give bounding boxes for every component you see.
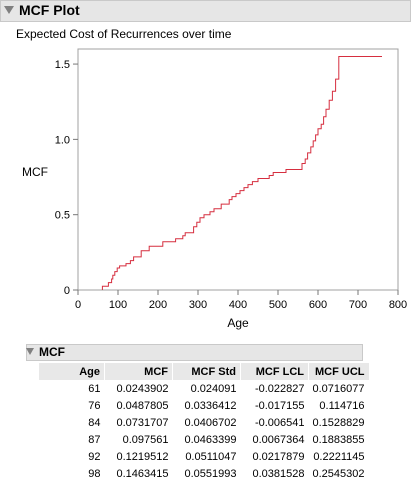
y-tick-label: 1.5 bbox=[55, 59, 70, 71]
table-cell: -0.006541 bbox=[254, 416, 305, 429]
table-cell: 0.0511047 bbox=[185, 450, 237, 463]
y-tick-label: 0 bbox=[64, 285, 70, 297]
disclosure-triangle-icon[interactable] bbox=[26, 348, 34, 355]
table-cell: 61 bbox=[88, 382, 101, 395]
table-cell: 0.114716 bbox=[319, 399, 365, 412]
table-cell: 0.0336412 bbox=[184, 399, 237, 412]
table-cell: 0.0731707 bbox=[116, 416, 169, 429]
x-tick-label: 400 bbox=[229, 299, 247, 311]
x-tick-label: 200 bbox=[149, 299, 167, 311]
table-cell: 92 bbox=[88, 450, 101, 463]
table-row: 98 0.1463415 0.0551993 0.0381528 0.25453… bbox=[39, 465, 369, 482]
table-cell: 0.0067364 bbox=[252, 433, 305, 446]
x-tick-label: 100 bbox=[109, 299, 127, 311]
table-row: 61 0.0243902 0.024091 -0.022827 0.071607… bbox=[39, 380, 369, 397]
y-tick-label: 0.5 bbox=[55, 210, 70, 222]
x-tick-label: 300 bbox=[189, 299, 207, 311]
mcf-table-outline-header[interactable] bbox=[26, 344, 363, 361]
table-row: 92 0.1219512 0.0511047 0.0217879 0.22211… bbox=[39, 448, 369, 465]
x-tick-label: 0 bbox=[75, 299, 81, 311]
column-header[interactable]: MCF bbox=[104, 363, 173, 380]
table-header-row: Age MCF MCF Std MCF LCL MCF UCL bbox=[38, 363, 369, 380]
column-header[interactable]: MCF Std bbox=[172, 363, 241, 380]
column-header[interactable]: Age bbox=[38, 363, 105, 380]
table-cell: 0.1219512 bbox=[116, 450, 169, 463]
plot-frame bbox=[77, 48, 399, 291]
table-cell: 76 bbox=[88, 399, 101, 412]
table-cell: 0.097561 bbox=[122, 433, 169, 446]
x-tick-label: 600 bbox=[309, 299, 327, 311]
mcf-table: Age MCF MCF Std MCF LCL MCF UCL 61 0.024… bbox=[38, 363, 369, 482]
table-cell: 0.0381528 bbox=[252, 467, 305, 480]
table-cell: 0.0406702 bbox=[184, 416, 237, 429]
disclosure-triangle-icon[interactable] bbox=[4, 6, 14, 14]
table-cell: 0.2221145 bbox=[313, 450, 365, 463]
chart-subtitle: Expected Cost of Recurrences over time bbox=[16, 27, 232, 41]
table-cell: 0.0716077 bbox=[312, 382, 365, 395]
table-cell: -0.017155 bbox=[254, 399, 305, 412]
table-cell: 0.0551993 bbox=[184, 467, 237, 480]
table-cell: 0.0463399 bbox=[184, 433, 237, 446]
table-cell: 0.1528829 bbox=[312, 416, 365, 429]
table-row: 84 0.0731707 0.0406702 -0.006541 0.15288… bbox=[39, 414, 369, 431]
y-axis-label: MCF bbox=[22, 165, 48, 179]
table-cell: 0.2545302 bbox=[312, 467, 365, 480]
table-cell: 98 bbox=[88, 467, 101, 480]
table-cell: 0.0217879 bbox=[252, 450, 305, 463]
column-header[interactable]: MCF UCL bbox=[308, 363, 369, 380]
x-tick-label: 700 bbox=[349, 299, 367, 311]
table-row: 76 0.0487805 0.0336412 -0.017155 0.11471… bbox=[39, 397, 369, 414]
table-cell: 0.0243902 bbox=[116, 382, 169, 395]
table-title: MCF bbox=[39, 345, 65, 359]
table-cell: -0.022827 bbox=[254, 382, 305, 395]
column-header[interactable]: MCF LCL bbox=[240, 363, 309, 380]
table-cell: 0.0487805 bbox=[116, 399, 169, 412]
table-row: 87 0.097561 0.0463399 0.0067364 0.188385… bbox=[39, 431, 369, 448]
table-cell: 87 bbox=[88, 433, 101, 446]
table-cell: 0.024091 bbox=[190, 382, 237, 395]
mcf-plot-outline-header[interactable] bbox=[0, 0, 411, 22]
mcf-chart: 0 0.5 1.0 1.5 0 100 200 300 400 500 600 700 800 MCF… bbox=[22, 48, 407, 330]
table-cell: 84 bbox=[88, 416, 101, 429]
x-tick-label: 800 bbox=[389, 299, 407, 311]
x-tick-label: 500 bbox=[269, 299, 287, 311]
y-tick-label: 1.0 bbox=[55, 134, 70, 146]
table-cell: 0.1883855 bbox=[312, 433, 365, 446]
table-cell: 0.1463415 bbox=[116, 467, 169, 480]
x-axis-label: Age bbox=[227, 316, 249, 330]
mcf-series-line bbox=[101, 56, 382, 290]
outline-title: MCF Plot bbox=[19, 2, 80, 18]
